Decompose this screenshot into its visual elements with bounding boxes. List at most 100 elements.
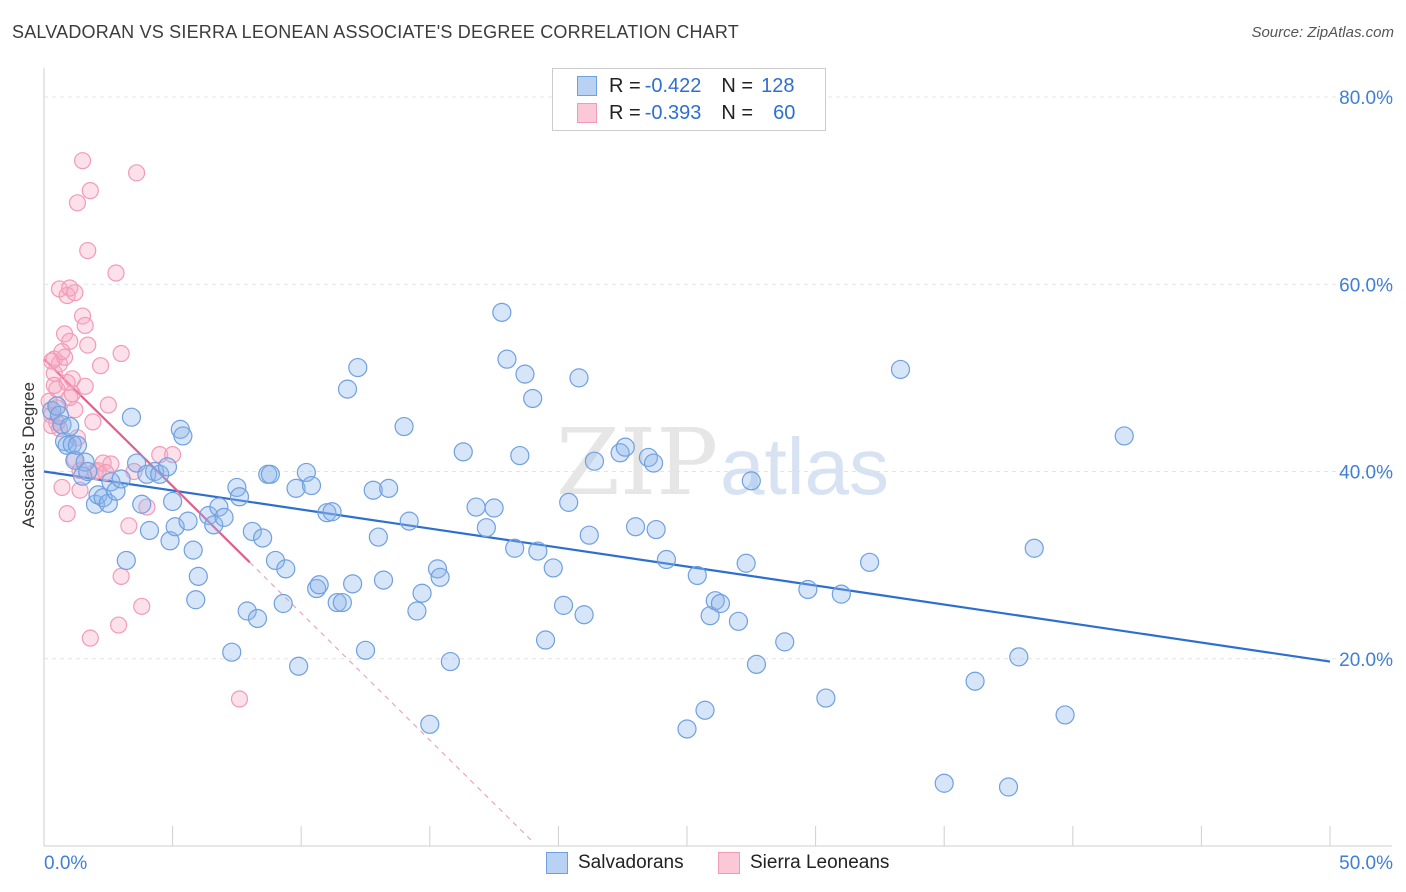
legend-r-label: R = [609,74,641,97]
salvadoran-point [584,451,605,471]
salvadoran-point [710,593,731,614]
salvadoran-point [430,567,450,587]
watermark: ZIP atlas [556,409,889,516]
sierra-leonean-point [102,455,120,473]
sierra-leonean-point [76,316,94,335]
salvadoran-point [420,714,440,734]
salvadoran-point [646,519,666,540]
salvadoran-point [247,608,268,629]
salvadoran-trendline [43,470,1331,663]
sierra-leonean-trendline-extension [249,561,534,843]
sierra-leonean-point [71,481,89,499]
legend-n-label: N = [721,101,754,124]
salvadoran-point [535,630,556,650]
salvadoran-point [52,415,72,435]
salvadoran-point [173,426,193,446]
legend-r-label: R = [609,101,641,124]
salvadoran-point [497,349,517,369]
salvadoran-point [229,487,250,507]
salvadoran-point [98,493,118,513]
salvadoran-point [569,368,589,388]
salvadoran-point [399,511,419,531]
salvadoran-point [705,591,725,611]
salvadoran-point [209,497,229,517]
sierra-leonean-point [107,264,125,282]
salvadoran-point [816,688,836,708]
salvadoran-point [121,407,142,427]
salvadoran-point [998,777,1019,797]
salvadoran-point [242,521,262,542]
sierra-leonean-point [112,567,130,585]
sierra-leonean-point [53,343,71,361]
sierra-leonean-point [79,336,97,354]
salvadoran-point [188,566,208,586]
y-axis-label: Associate's Degree [19,382,38,528]
salvadoran-point [610,443,630,463]
salvadoran-point [373,570,394,590]
salvadoran-point [412,583,432,603]
sierra-leonean-point [53,478,71,497]
salvadoran-point [831,584,851,604]
salvadoran-point [700,606,720,626]
source-label: Source: ZipAtlas.com [1251,24,1394,41]
sierra-leonean-point [127,164,146,182]
salvadoran-point [695,700,715,720]
salvadoran-point [214,507,234,527]
axes [43,68,1392,847]
salvadoran-point [237,601,257,621]
salvadoran-point [276,559,296,579]
salvadoran-point [528,541,548,561]
salvadoran-point [687,565,707,586]
trendlines [43,358,1331,843]
sierra-leonean-point [120,517,138,535]
salvadoran-point [337,379,358,399]
salvadoran-point [163,491,183,512]
legend-row-sierra-leoneans: R = -0.393 N = 60 [577,100,795,126]
salvadoran-point [273,593,293,614]
salvadoran-point [1114,426,1134,446]
salvadoran-point [1055,705,1075,725]
salvadoran-point [327,592,347,613]
tick-labels: 20.0% 40.0% 60.0% 80.0% 0.0% 50.0% [44,88,1393,874]
salvadoran-points [42,302,1134,797]
y-tick-label: 80.0% [1339,88,1393,109]
salvadoran-point [553,595,574,615]
salvadoran-point [204,515,224,535]
x-tick-label: 0.0% [44,853,87,874]
salvadoran-point [579,525,599,545]
salvadoran-point [625,517,646,537]
bottom-legend-label: Sierra Leoneans [750,852,890,873]
salvadoran-point [301,475,322,496]
salvadoran-point [332,592,352,613]
x-tick-label: 50.0% [1339,853,1393,874]
legend-swatch-pink [577,103,597,123]
salvadoran-point [736,553,756,573]
sierra-leonean-point [84,413,102,431]
salvadoran-point [363,480,383,500]
salvadoran-point [178,511,198,531]
salvadoran-point [492,302,512,322]
bottom-legend-swatch-blue [546,852,568,874]
sierra-leonean-point [112,344,130,363]
salvadoran-point [111,469,131,489]
legend-r-value: -0.393 [644,101,702,124]
legend-swatch-blue [577,76,597,96]
salvadoran-point [574,605,594,625]
salvadoran-point [355,640,376,660]
salvadoran-point [60,416,80,437]
legend-n-value: 60 [773,101,796,124]
salvadoran-point [453,442,473,462]
salvadoran-point [348,357,368,378]
salvadoran-point [638,447,659,468]
bottom-legend-label: Salvadorans [578,852,684,873]
sierra-leonean-point [61,279,79,297]
sierra-leonean-point [97,463,115,482]
salvadoran-point [222,642,242,662]
sierra-leonean-point [81,629,99,647]
salvadoran-point [890,359,911,380]
watermark-zip: ZIP [556,409,718,516]
salvadoran-point [157,457,178,477]
grid [44,96,1392,660]
salvadoran-point [183,540,203,560]
salvadoran-point [407,601,427,621]
